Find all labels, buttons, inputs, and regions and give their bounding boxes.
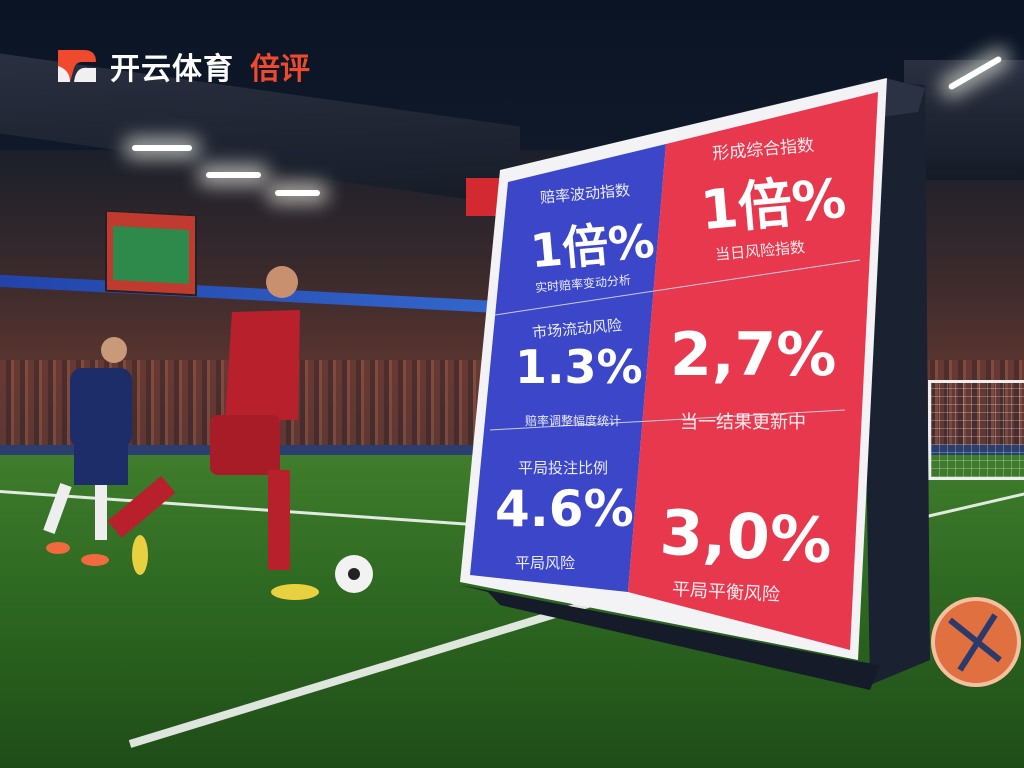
cell-caption: 赔率调整幅度统计: [525, 414, 622, 428]
cell-value: 3,0%: [658, 495, 834, 578]
cell-value: 1.3%: [515, 340, 643, 394]
cell-heading: 平局投注比例: [518, 459, 609, 477]
divider: [494, 259, 861, 316]
cell-value: 4.6%: [495, 480, 634, 538]
billboard-red-panel: [628, 92, 878, 650]
brand-logo: 开云体育 倍评: [54, 44, 310, 88]
divider: [489, 409, 846, 431]
football: [335, 555, 373, 593]
floodlight: [275, 190, 320, 196]
brand-logo-icon: [58, 50, 96, 82]
cell-value: 1倍%: [528, 213, 657, 279]
cell-caption: 当一结果更新中: [680, 412, 806, 433]
goal-net: [928, 380, 1024, 480]
player-blue: [43, 337, 132, 566]
billboard-blue-panel: [470, 144, 666, 592]
floodlight: [206, 172, 261, 178]
brand-accent: 倍评: [250, 52, 310, 87]
player-red: [107, 266, 319, 600]
cell-value: 1倍%: [697, 166, 849, 243]
brand-name: 开云体育: [110, 52, 234, 87]
floodlight: [132, 145, 192, 151]
cell-value: 2,7%: [670, 320, 837, 390]
cell-caption: 平局风险: [515, 554, 576, 572]
cell-caption: 平局平衡风险: [671, 579, 781, 606]
football-orange: [931, 597, 1021, 687]
